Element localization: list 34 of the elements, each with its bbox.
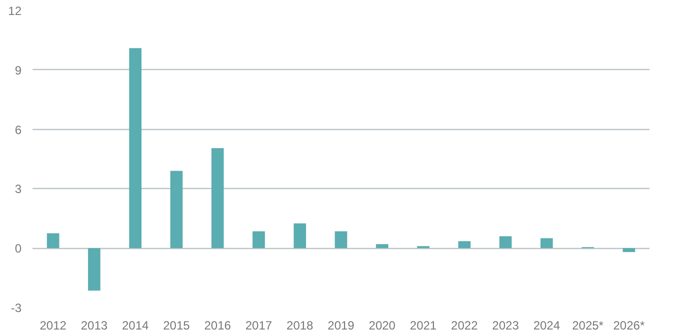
bar [129,48,142,248]
bar [540,238,553,248]
x-tick-label: 2019 [328,318,355,332]
bar [252,231,265,248]
x-tick-label: 2018 [286,318,314,332]
bar [376,244,388,248]
bar [88,248,100,291]
x-tick-label: 2013 [80,318,108,332]
y-tick-label: 9 [14,63,22,78]
x-tick-label: 2016 [204,318,232,332]
y-tick-label: 6 [14,122,22,137]
x-tick-label: 2020 [368,318,396,332]
y-tick-label: -3 [10,301,22,315]
x-tick-label: 2024 [533,318,560,332]
bar [170,170,183,248]
x-tick-label: 2022 [451,318,478,332]
y-tick-label: 3 [14,182,22,196]
x-tick-label: 2014 [122,318,150,332]
x-tick-label: 2015 [163,318,190,332]
x-tick-label: 2021 [410,318,437,332]
x-tick-label: 2023 [492,318,520,332]
x-tick-label: 2012 [40,318,67,332]
bar [294,223,306,248]
bar [622,248,636,252]
bar [458,241,471,248]
x-tick-label: 2017 [245,318,272,332]
bar [334,231,348,248]
y-tick-label: 12 [8,4,22,18]
bar [499,236,512,248]
bar [46,233,60,248]
x-tick-label: 2025* [572,318,604,332]
bar [211,148,224,248]
y-tick-label: 0 [14,242,22,256]
x-tick-label: 2026* [613,318,645,332]
